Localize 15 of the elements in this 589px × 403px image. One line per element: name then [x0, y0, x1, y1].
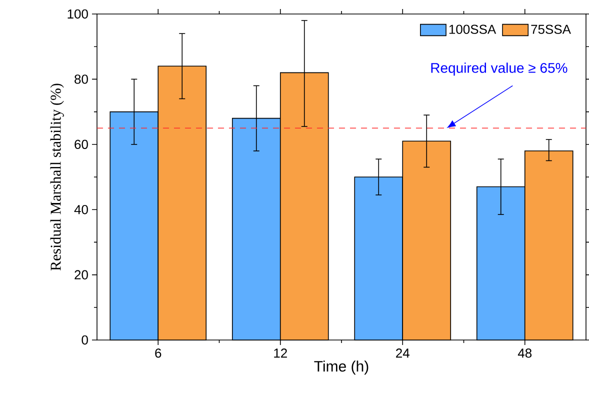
x-tick-label: 6	[155, 348, 162, 358]
y-tick-label: 40	[74, 204, 88, 214]
ref-line-label: Required value ≥ 65%	[431, 62, 568, 76]
y-axis-title: Residual Marshall stability (%)	[50, 84, 64, 270]
y-tick-label: 60	[74, 140, 88, 149]
x-tick-label: 48	[518, 348, 532, 358]
x-axis-title: Time (h)	[314, 360, 368, 375]
legend-label: 100SSA	[449, 24, 496, 34]
y-tick-label: 80	[74, 74, 88, 84]
legend-label: 75SSA	[531, 24, 571, 34]
x-tick-label: 24	[396, 348, 410, 358]
y-tick-label: 0	[82, 335, 88, 345]
x-tick-label: 12	[274, 348, 287, 358]
y-tick-label: 20	[74, 270, 88, 280]
y-tick-label: 100	[68, 9, 88, 19]
